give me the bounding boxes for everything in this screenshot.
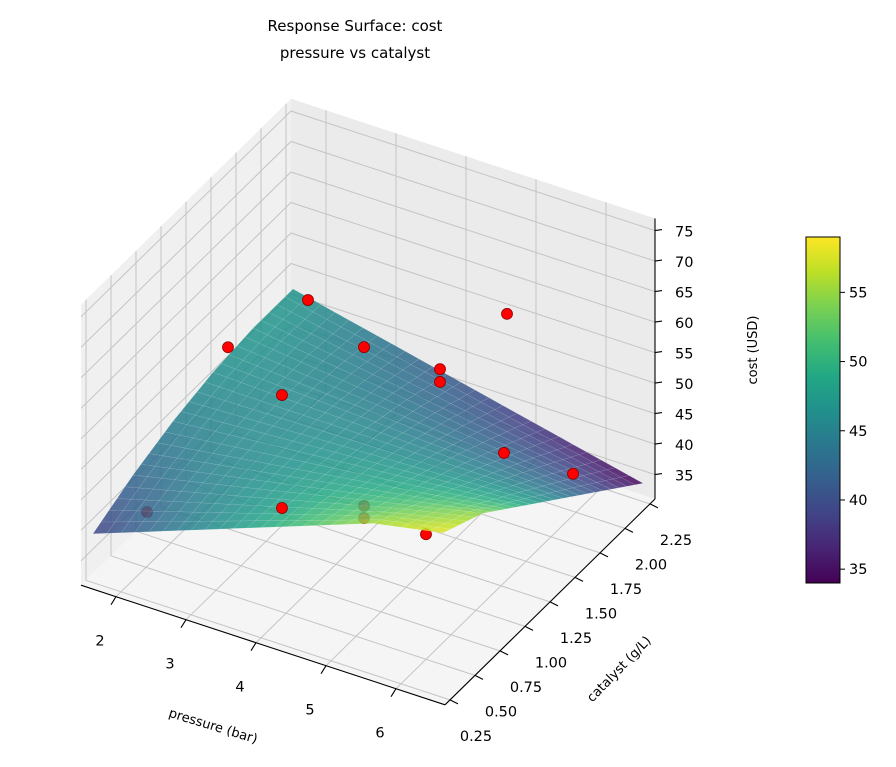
- x-tick-label: 6: [375, 726, 384, 742]
- y-tick: [524, 625, 534, 631]
- y-tick: [474, 674, 484, 680]
- data-point: [302, 294, 314, 306]
- scatter-points-front: [222, 294, 579, 514]
- surface-facet: [508, 500, 532, 506]
- data-point: [434, 376, 446, 388]
- y-tick: [649, 503, 659, 509]
- axis-lines: [80, 218, 663, 706]
- z-tick: [654, 320, 663, 323]
- y-tick: [599, 552, 609, 558]
- y-tick-label: 1.00: [535, 655, 567, 671]
- colorbar-tick-label: 35: [849, 562, 867, 578]
- data-point: [222, 341, 234, 354]
- x-tick-label: 2: [95, 634, 104, 650]
- data-point: [434, 363, 446, 376]
- x-tick: [180, 619, 187, 628]
- x-tick: [250, 642, 257, 651]
- surface-facet: [516, 498, 540, 505]
- y-tick-label: 0.50: [485, 704, 517, 720]
- z-tick: [654, 229, 663, 232]
- x-tick: [110, 596, 117, 605]
- z-tick-label: 55: [675, 347, 693, 363]
- z-tick-label: 75: [675, 225, 693, 241]
- grid-line-catalyst: [110, 275, 476, 676]
- chart-title-line2: pressure vs catalyst: [280, 44, 430, 62]
- y-tick-label: 1.50: [585, 606, 617, 622]
- y-tick-label: 2.00: [635, 557, 667, 573]
- surface-facet: [476, 507, 500, 512]
- data-point: [276, 389, 288, 401]
- z-tick: [654, 381, 663, 384]
- y-tick: [624, 527, 634, 533]
- surface-facet: [524, 496, 548, 503]
- y-tick: [574, 576, 584, 582]
- surface-facet: [492, 504, 516, 509]
- surface-facet: [548, 491, 572, 499]
- x-axis-label: pressure (bar): [167, 706, 259, 747]
- colorbar-tick-label: 50: [849, 355, 867, 371]
- z-tick: [654, 290, 663, 293]
- data-point: [358, 341, 370, 354]
- z-tick-label: 45: [675, 408, 693, 424]
- z-tick: [654, 412, 663, 415]
- y-axis-label: catalyst (g/L): [584, 634, 654, 706]
- colorbar-bar: [805, 236, 841, 584]
- y-tick-label: 1.25: [560, 631, 592, 647]
- grid-line-cost: [80, 171, 656, 379]
- z-tick: [654, 473, 663, 476]
- z-tick: [654, 351, 663, 354]
- surface-facet: [436, 523, 460, 530]
- grid-line-cost: [80, 232, 656, 440]
- y-tick-label: 0.25: [460, 729, 492, 745]
- y-tick-label: 2.25: [660, 533, 692, 549]
- x-axis-line: [80, 584, 446, 706]
- colorbar-tick-label: 40: [849, 493, 867, 509]
- y-tick: [499, 650, 509, 656]
- z-tick-label: 65: [675, 286, 693, 302]
- y-tick: [449, 699, 459, 705]
- grid-line-cost: [80, 140, 656, 348]
- data-point: [501, 307, 513, 320]
- z-tick-label: 60: [675, 316, 693, 332]
- grid-line-cost: [80, 110, 656, 318]
- x-tick-label: 3: [165, 657, 174, 673]
- y-tick-label: 0.75: [510, 680, 542, 696]
- response-surface: [92, 288, 644, 535]
- z-tick-label: 35: [675, 469, 693, 485]
- colorbar: 35 40 45 50 55: [805, 236, 867, 584]
- surface-facet: [468, 509, 492, 514]
- z-axis-label: cost (USD): [746, 315, 761, 384]
- colorbar-tick-label: 55: [849, 285, 867, 301]
- grid-line-cost: [80, 201, 656, 409]
- data-point: [276, 502, 288, 514]
- surface-facet: [460, 511, 484, 518]
- data-point: [498, 447, 510, 459]
- grid-line-catalyst: [85, 299, 451, 701]
- grid-line-cost: [80, 262, 656, 470]
- surface-facet: [428, 526, 452, 534]
- z-tick-label: 50: [675, 377, 693, 393]
- chart-title-line1: Response Surface: cost: [268, 17, 443, 35]
- z-tick: [654, 442, 663, 445]
- z-tick-label: 40: [675, 438, 693, 454]
- y-tick-label: 1.75: [610, 582, 642, 598]
- surface-facet: [500, 502, 524, 508]
- x-tick: [390, 688, 397, 697]
- z-tick: [654, 259, 663, 262]
- x-tick-label: 5: [305, 703, 314, 719]
- surface-facet: [556, 489, 580, 497]
- colorbar-tick-label: 45: [849, 424, 867, 440]
- x-tick-label: 4: [235, 680, 244, 696]
- y-tick: [549, 601, 559, 607]
- x-tick: [320, 665, 327, 674]
- z-tick-label: 70: [675, 255, 693, 271]
- data-point: [567, 467, 579, 480]
